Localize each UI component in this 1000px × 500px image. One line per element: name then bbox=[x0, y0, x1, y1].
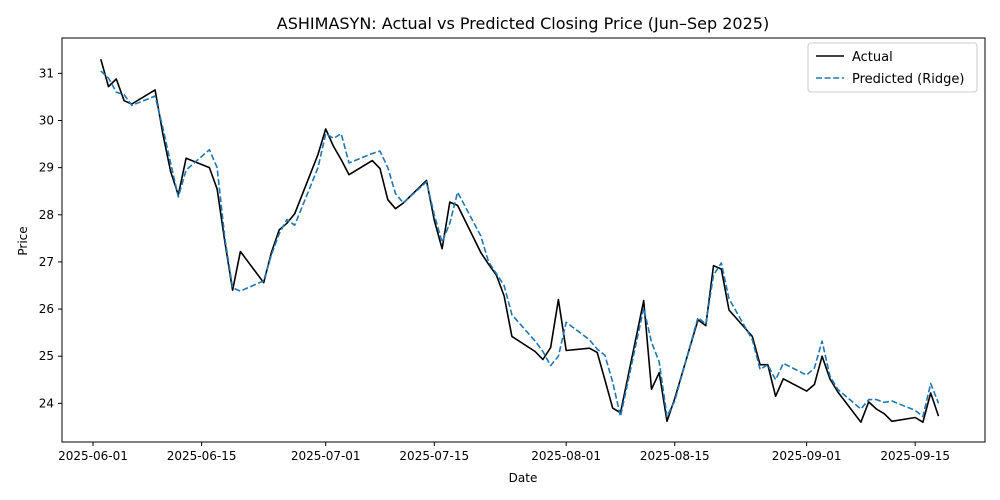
y-tick-label: 27 bbox=[39, 255, 54, 269]
x-tick-label: 2025-08-15 bbox=[640, 449, 710, 463]
y-tick-label: 30 bbox=[39, 113, 54, 127]
x-tick-label: 2025-07-15 bbox=[399, 449, 469, 463]
x-axis-title: Date bbox=[509, 471, 538, 485]
x-tick-label: 2025-08-01 bbox=[531, 449, 601, 463]
x-tick-label: 2025-07-01 bbox=[291, 449, 361, 463]
y-tick-label: 29 bbox=[39, 161, 54, 175]
y-axis-title: Price bbox=[16, 226, 30, 255]
plot-area: 2025-06-01 2025-06-15 2025-07-01 2025-07-15… bbox=[39, 37, 986, 463]
legend-label-predicted: Predicted (Ridge) bbox=[852, 72, 964, 87]
y-tick-label: 31 bbox=[39, 66, 54, 80]
plot-frame bbox=[61, 37, 986, 443]
series-line-actual bbox=[100, 58, 940, 424]
x-tick-label: 2025-06-15 bbox=[167, 449, 237, 463]
x-tick-label: 2025-06-01 bbox=[58, 449, 128, 463]
legend-label-actual: Actual bbox=[852, 50, 893, 65]
chart-legend: Actual Predicted (Ridge) bbox=[807, 42, 978, 93]
y-tick-label: 26 bbox=[39, 302, 54, 316]
legend-box bbox=[807, 42, 978, 93]
chart-title: ASHIMASYN: Actual vs Predicted Closing P… bbox=[277, 14, 769, 33]
x-tick-label: 2025-09-01 bbox=[772, 449, 842, 463]
series-line-predicted bbox=[100, 70, 940, 418]
y-tick-label: 24 bbox=[39, 396, 54, 410]
x-tick-label: 2025-09-15 bbox=[880, 449, 950, 463]
y-tick-label: 25 bbox=[39, 349, 54, 363]
y-tick-label: 28 bbox=[39, 208, 54, 222]
